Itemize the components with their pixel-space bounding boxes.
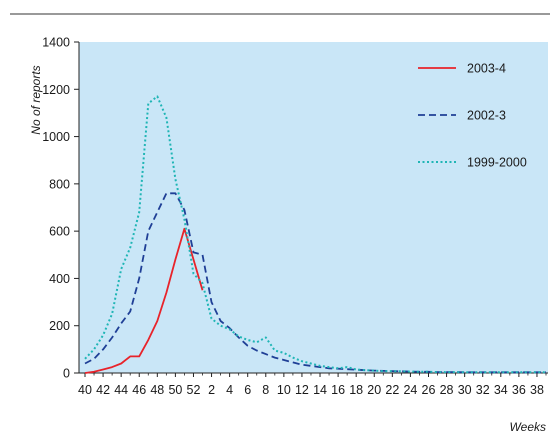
x-tick-label: 26 [422,383,436,397]
x-tick-label: 44 [114,383,128,397]
x-tick-label: 22 [385,383,399,397]
x-tick-label: 46 [132,383,146,397]
y-axis-title: No of reports [29,65,43,134]
series-line-2003-4 [84,227,204,374]
x-tick-label: 36 [512,383,526,397]
x-tick-label: 10 [277,383,291,397]
y-tick-label: 1200 [42,83,70,97]
x-tick-label: 30 [458,383,472,397]
x-tick-label: 8 [262,383,269,397]
series-line-1999-2000 [84,95,546,374]
y-tick-label: 400 [49,272,70,286]
x-tick-label: 16 [331,383,345,397]
x-tick-label: 14 [313,383,327,397]
y-tick-label: 800 [49,177,70,191]
series-line-2002-3 [84,192,546,374]
x-tick-label: 34 [494,383,508,397]
x-tick-label: 24 [403,383,417,397]
x-tick-label: 52 [187,383,201,397]
x-tick-label: 40 [78,383,92,397]
x-tick-label: 2 [208,383,215,397]
legend-label: 2003-4 [467,62,506,76]
x-tick-label: 42 [96,383,110,397]
plot-area [79,42,548,373]
x-tick-label: 50 [168,383,182,397]
y-tick-label: 1400 [42,36,70,50]
x-tick-label: 18 [349,383,363,397]
legend: 2003-4 2002-3 1999-2000 [418,62,527,170]
y-tick-label: 600 [49,225,70,239]
y-tick-label: 200 [49,319,70,333]
series-lines [84,95,546,374]
x-tick-label: 38 [530,383,544,397]
x-tick-label: 20 [367,383,381,397]
x-tick-label: 48 [150,383,164,397]
x-tick-label: 12 [295,383,309,397]
x-tick-label: 28 [440,383,454,397]
x-tick-label: 32 [476,383,490,397]
x-axis-title: Weeks [510,420,546,434]
legend-label: 1999-2000 [467,156,527,170]
x-tick-label: 4 [226,383,233,397]
legend-label: 2002-3 [467,109,506,123]
x-tick-label: 6 [244,383,251,397]
y-tick-label: 0 [63,367,70,381]
y-tick-label: 1000 [42,130,70,144]
